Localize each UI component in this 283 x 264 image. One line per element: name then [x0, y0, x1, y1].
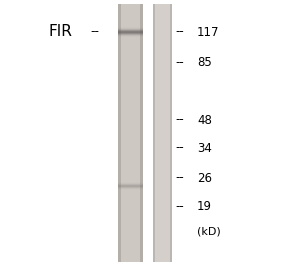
- Text: --: --: [175, 114, 184, 126]
- Text: 48: 48: [197, 114, 212, 126]
- Bar: [170, 4, 172, 262]
- Text: --: --: [175, 172, 184, 185]
- Bar: [118, 4, 121, 262]
- Text: --: --: [175, 26, 184, 39]
- Text: (kD): (kD): [197, 227, 221, 237]
- Text: 34: 34: [197, 142, 212, 154]
- Bar: [153, 4, 155, 262]
- Text: 19: 19: [197, 200, 212, 214]
- Text: --: --: [175, 200, 184, 214]
- Bar: [153, 4, 172, 262]
- Text: 117: 117: [197, 26, 220, 39]
- Text: --: --: [91, 26, 100, 39]
- Text: FIR: FIR: [48, 25, 72, 40]
- Text: 26: 26: [197, 172, 212, 185]
- Bar: [118, 4, 143, 262]
- Text: 85: 85: [197, 56, 212, 69]
- Text: --: --: [175, 142, 184, 154]
- Text: --: --: [175, 56, 184, 69]
- Bar: [140, 4, 143, 262]
